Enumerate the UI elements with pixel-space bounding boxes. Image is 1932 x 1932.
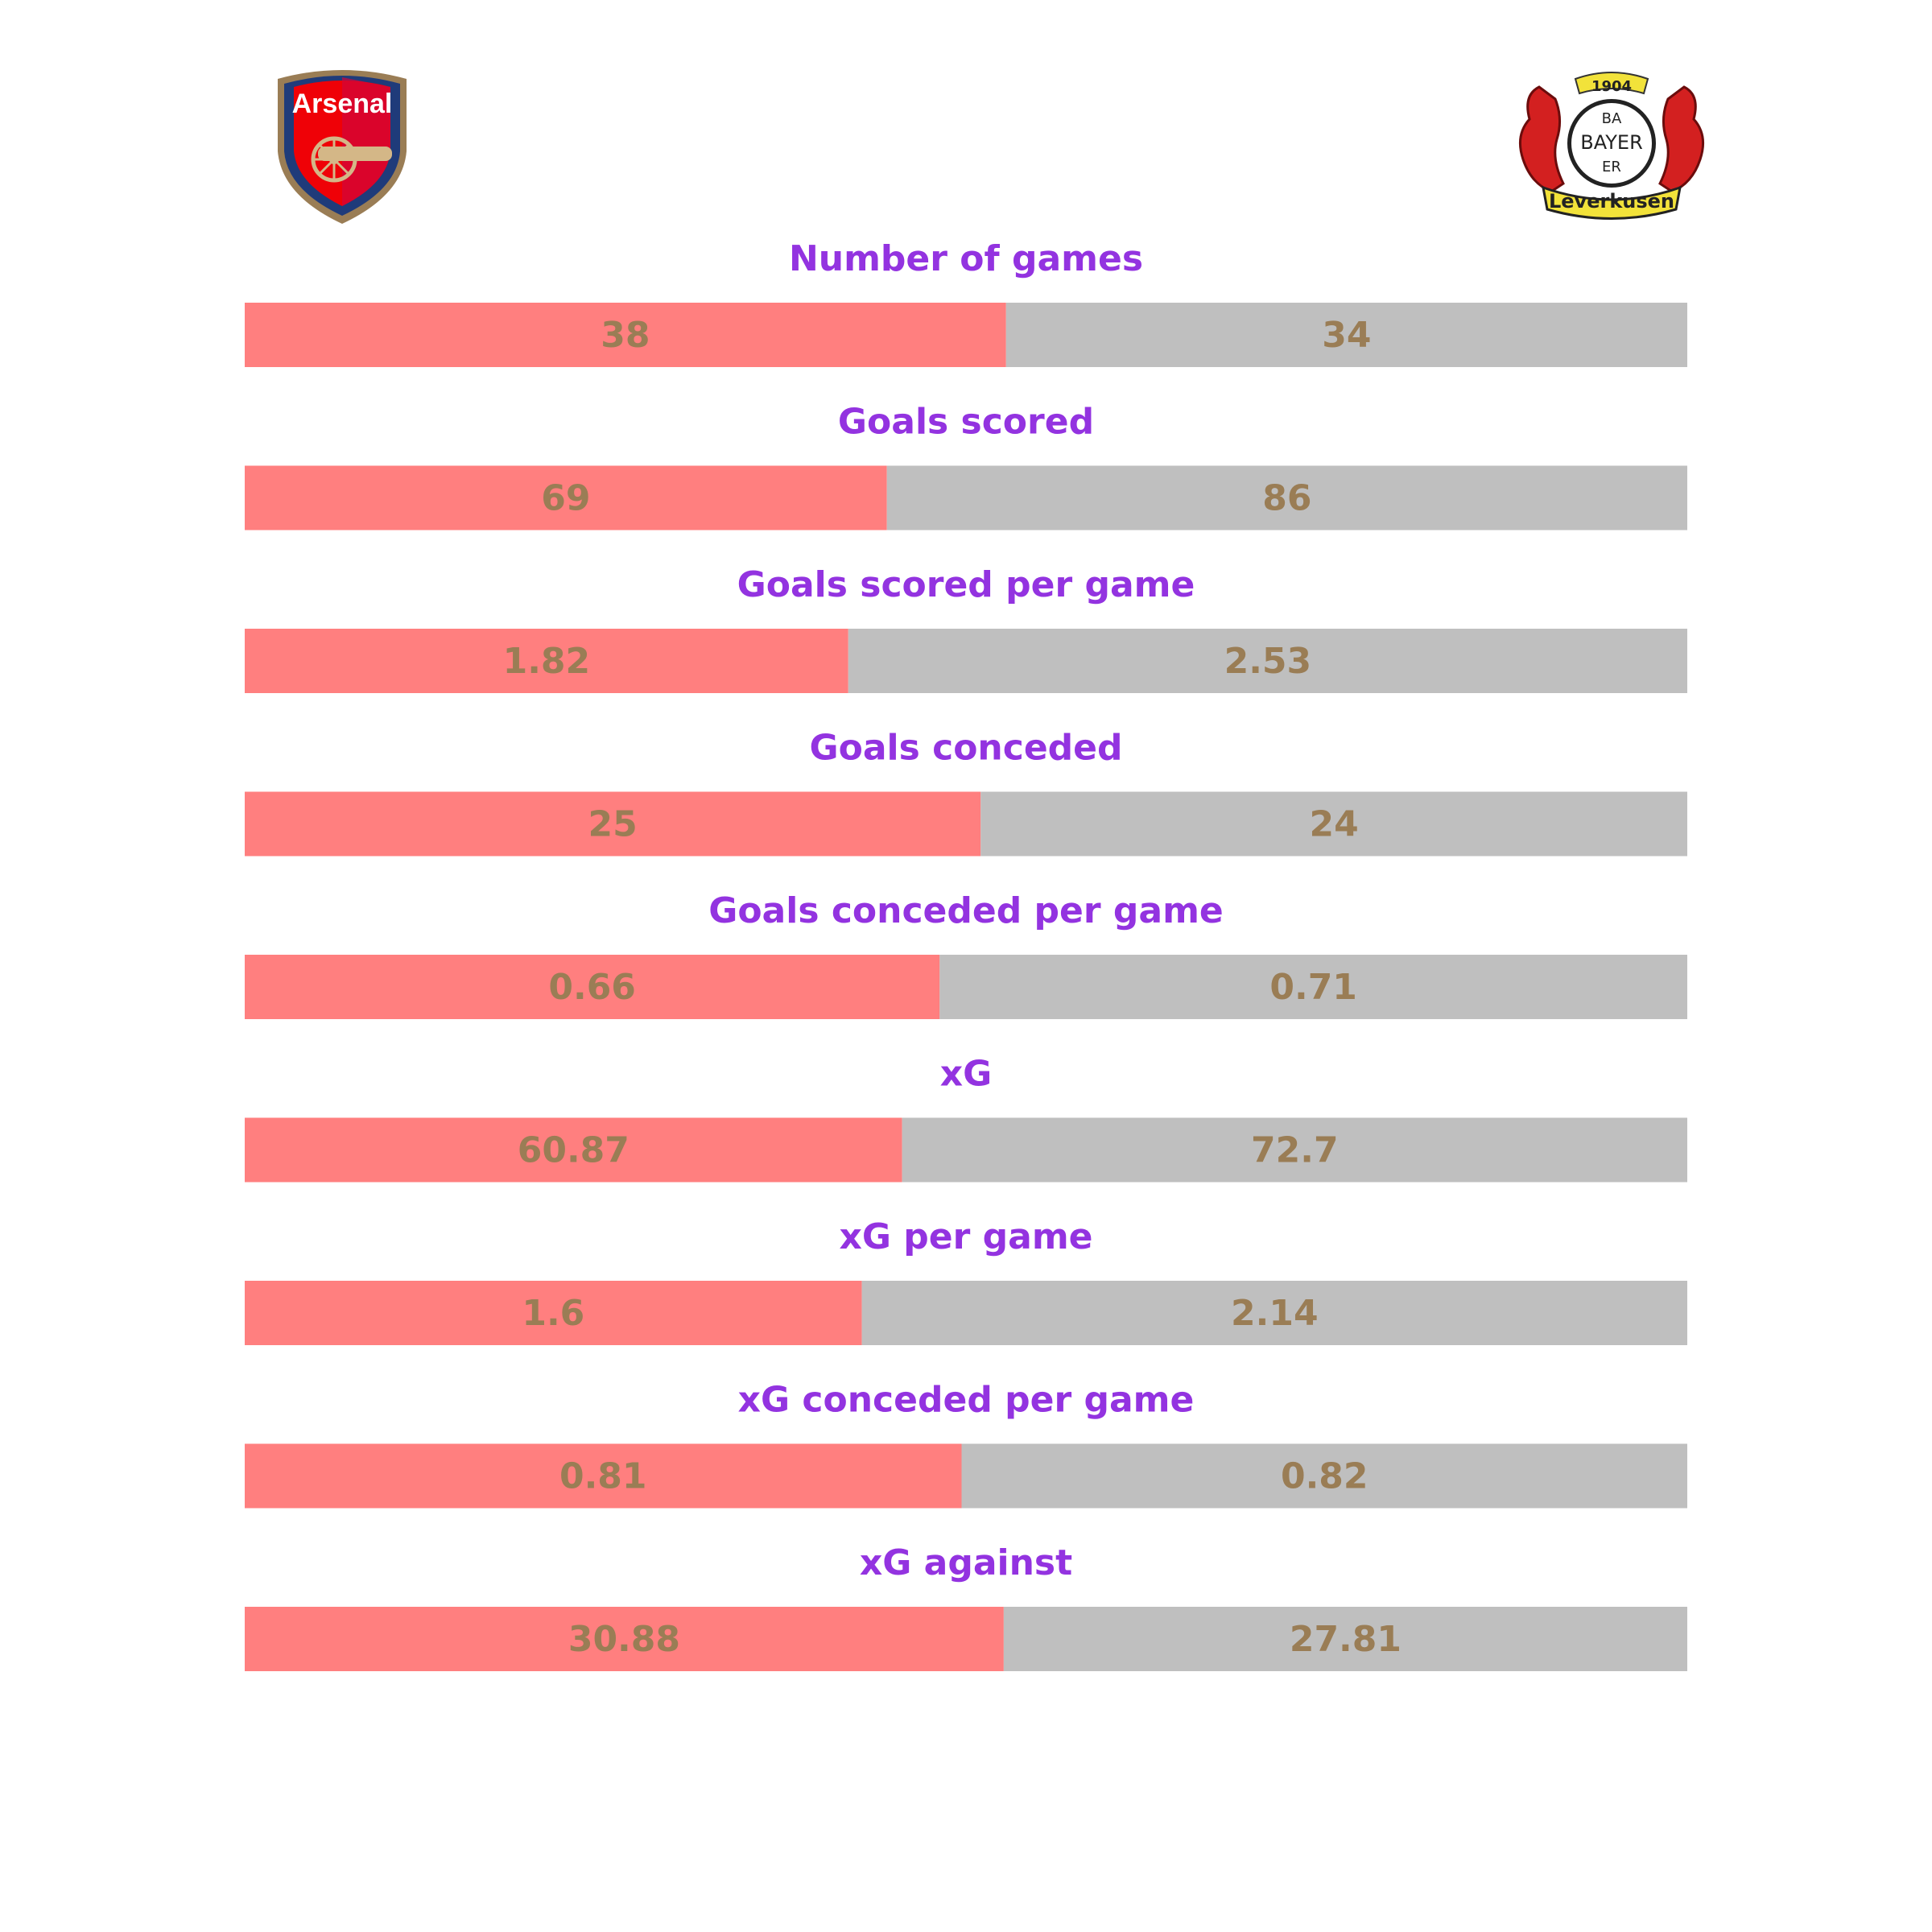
right-team-bar — [861, 1281, 1687, 1345]
left-team-bar — [245, 303, 1006, 367]
left-team-bar — [245, 1117, 902, 1183]
left-team-value-label: 38 — [601, 315, 650, 356]
left-team-bar — [245, 791, 981, 857]
right-team-value-label: 86 — [1262, 478, 1311, 519]
left-team-value-label: 30.88 — [568, 1619, 680, 1660]
right-team-bar — [1003, 1607, 1687, 1671]
left-team-bar — [245, 955, 940, 1019]
leverkusen-vertical-top-text: BA — [1602, 110, 1622, 127]
right-team-bar — [980, 791, 1687, 857]
leverkusen-vertical-bottom-text: ER — [1602, 159, 1621, 175]
cannon-icon — [311, 136, 392, 183]
left-team-value-label: 1.6 — [522, 1293, 584, 1334]
metric-title: xG — [940, 1054, 993, 1095]
metric-title: Goals conceded — [809, 728, 1122, 769]
right-team-bar — [939, 955, 1687, 1019]
metric-title: Goals scored — [838, 402, 1094, 443]
left-team-value-label: 60.87 — [518, 1130, 630, 1171]
left-team-value-label: 1.82 — [503, 641, 591, 682]
leverkusen-center-text: BAYER — [1580, 131, 1643, 154]
left-team-value-label: 25 — [588, 804, 638, 845]
left-team-value-label: 0.66 — [548, 967, 636, 1008]
right-team-bar — [961, 1443, 1687, 1509]
right-team-value-label: 27.81 — [1290, 1619, 1402, 1660]
left-team-value-label: 69 — [541, 478, 590, 519]
right-team-value-label: 0.82 — [1281, 1456, 1368, 1497]
left-team-bar — [245, 1607, 1004, 1671]
metric-title: xG per game — [839, 1216, 1092, 1257]
right-team-bar — [1005, 303, 1687, 367]
left-team-bar — [245, 1443, 962, 1509]
metric-title: Number of games — [789, 238, 1143, 279]
left-team-bar — [245, 1281, 862, 1345]
metric-title: Goals conceded per game — [708, 890, 1224, 931]
left-team-bar — [245, 465, 887, 530]
right-team-bar — [848, 629, 1687, 693]
lion-left-icon — [1518, 85, 1565, 193]
right-team-value-label: 2.53 — [1224, 641, 1312, 682]
right-team-value-label: 72.7 — [1251, 1130, 1339, 1171]
right-team-bar — [886, 465, 1687, 530]
lion-right-icon — [1658, 85, 1705, 193]
right-team-value-label: 2.14 — [1231, 1293, 1319, 1334]
metric-title: xG against — [860, 1542, 1072, 1583]
metric-title: xG conceded per game — [738, 1380, 1195, 1421]
leverkusen-year-text: 1904 — [1591, 78, 1632, 95]
metric-title: Goals scored per game — [737, 564, 1195, 605]
right-team-value-label: 24 — [1310, 804, 1359, 845]
arsenal-crest-text: Arsenal — [292, 89, 393, 119]
left-team-bar — [245, 629, 848, 693]
right-team-bar — [902, 1117, 1687, 1183]
right-team-value-label: 0.71 — [1269, 967, 1357, 1008]
right-team-value-label: 34 — [1322, 315, 1371, 356]
leverkusen-banner-text: Leverkusen — [1549, 190, 1674, 213]
leverkusen-crest-logo: 1904 BA BAYER ER Leverkusen — [1518, 72, 1705, 220]
left-team-value-label: 0.81 — [559, 1456, 647, 1497]
arsenal-crest-logo: Arsenal — [278, 70, 407, 224]
